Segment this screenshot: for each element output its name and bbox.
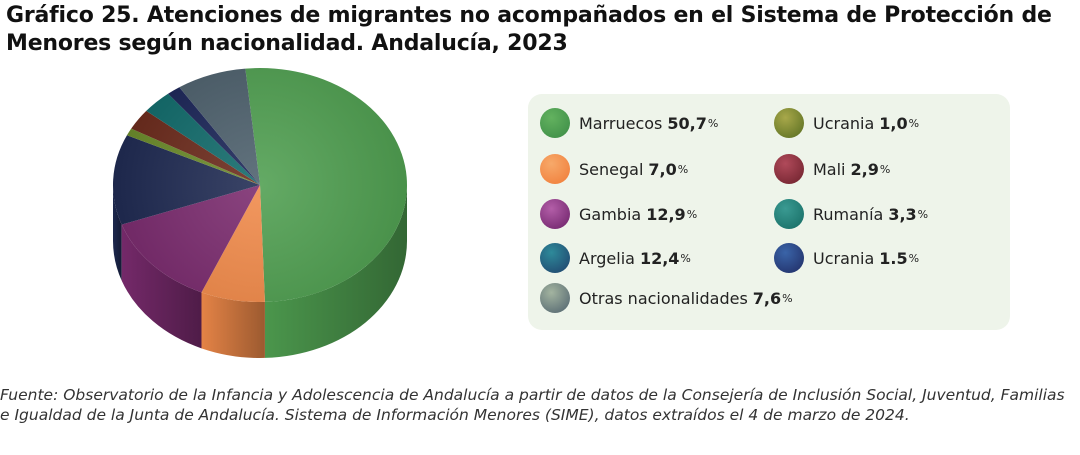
- legend-swatch: [774, 154, 804, 184]
- legend-value: 2,9: [850, 159, 879, 179]
- legend-swatch: [540, 283, 570, 313]
- legend-value: 1,0: [879, 113, 908, 133]
- legend-value: 12,4: [639, 248, 680, 268]
- legend-value: 12,9: [646, 204, 686, 224]
- chart-legend: Marruecos 50,7% Senegal 7,0% Gambia 12,9% Arge…: [528, 94, 1010, 330]
- legend-label: Otras nacionalidades: [579, 288, 748, 308]
- legend-label: Marruecos: [579, 113, 663, 133]
- legend-unit: %: [686, 207, 698, 221]
- legend-swatch: [540, 243, 570, 273]
- pie-slice-rumanía: [146, 93, 260, 185]
- legend-item: Rumanía 3,3%: [774, 199, 928, 229]
- legend-unit: %: [908, 251, 920, 265]
- legend-value: 50,7: [667, 113, 707, 133]
- legend-label: Gambia: [579, 204, 642, 224]
- legend-item: Argelia 12,4%: [540, 243, 691, 273]
- legend-item: Senegal 7,0%: [540, 154, 688, 184]
- legend-item: Marruecos 50,7%: [540, 108, 718, 138]
- legend-label: Argelia: [579, 248, 635, 268]
- pie-wall-senegal: [201, 292, 265, 358]
- legend-label: Ucrania: [813, 113, 875, 133]
- legend-label: Rumanía: [813, 204, 884, 224]
- legend-unit: %: [917, 207, 929, 221]
- legend-value: 7,0: [648, 159, 677, 179]
- legend-swatch: [774, 199, 804, 229]
- pie-slice-marruecos: [245, 68, 407, 302]
- legend-unit: %: [908, 116, 920, 130]
- pie-chart: [112, 68, 407, 358]
- source-note: Fuente: Observatorio de la Infancia y Ad…: [0, 386, 1065, 424]
- legend-swatch: [540, 154, 570, 184]
- legend-item: Ucrania 1.5%: [774, 243, 919, 273]
- legend-unit: %: [677, 162, 689, 176]
- pie-slice-ucrania: [126, 128, 260, 185]
- legend-value: 3,3: [888, 204, 917, 224]
- legend-value: 7,6: [752, 288, 782, 308]
- pie-slice-argelia: [112, 135, 260, 225]
- pie-wall-argelia: [113, 185, 122, 281]
- legend-item: Mali 2,9%: [774, 154, 890, 184]
- legend-unit: %: [782, 291, 793, 305]
- pie-slice-ucrania: [168, 87, 260, 185]
- legend-swatch: [774, 243, 804, 273]
- legend-unit: %: [879, 162, 891, 176]
- legend-item: Otras nacionalidades 7,6%: [540, 283, 793, 313]
- legend-swatch: [540, 108, 570, 138]
- pie-wall-gambia: [121, 224, 202, 349]
- chart-title: Gráfico 25. Atenciones de migrantes no a…: [6, 3, 1052, 56]
- legend-value: 1.5: [879, 248, 908, 268]
- pie-slice-mali: [131, 110, 260, 185]
- legend-label: Ucrania: [813, 248, 875, 268]
- legend-label: Senegal: [579, 159, 644, 179]
- pie-top-face: [112, 68, 407, 302]
- legend-swatch: [774, 108, 804, 138]
- pie-slice-otras-nacionalidades: [179, 68, 260, 185]
- pie-wall-marruecos: [264, 185, 407, 358]
- legend-item: Ucrania 1,0%: [774, 108, 919, 138]
- legend-unit: %: [680, 251, 691, 265]
- pie-side-walls: [113, 185, 407, 358]
- legend-swatch: [540, 199, 570, 229]
- legend-label: Mali: [813, 159, 846, 179]
- pie-slice-senegal: [201, 185, 265, 302]
- legend-unit: %: [707, 116, 719, 130]
- legend-item: Gambia 12,9%: [540, 199, 697, 229]
- pie-slice-gambia: [121, 185, 260, 293]
